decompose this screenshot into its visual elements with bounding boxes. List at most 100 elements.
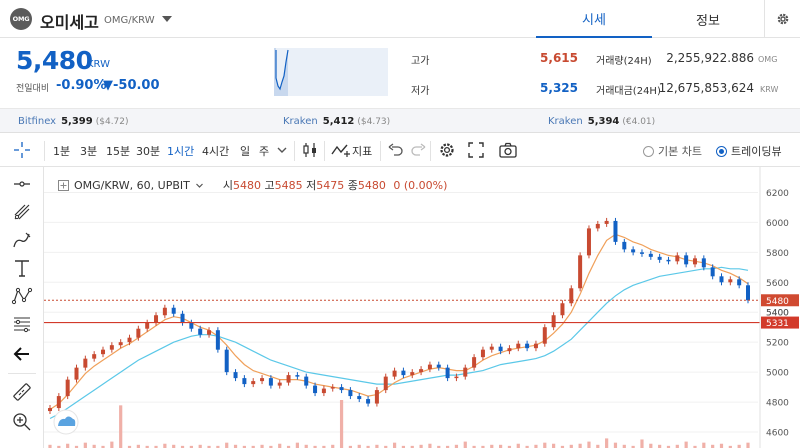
volume-bar [136,444,140,448]
price-tick-label: 5400 [766,309,789,319]
fullscreen-icon[interactable] [466,140,486,160]
tab-quote[interactable]: 시세 [536,0,652,38]
camera-icon[interactable] [498,140,518,160]
interval-1m[interactable]: 1분 [53,145,71,158]
candle-body [463,367,468,377]
chevron-down-icon[interactable] [195,181,204,190]
candle-body [445,367,450,379]
legend-low-label: 저 [306,179,317,192]
candle-body [330,387,335,389]
fibonacci-icon[interactable] [11,313,33,335]
volume-bar [313,445,317,448]
coin-dropdown-icon[interactable] [160,13,174,25]
toolbar-divider [44,141,45,161]
chart-type-label: 트레이딩뷰 [731,145,782,158]
candle-body [516,343,521,349]
candle-body [666,259,671,262]
price-tick-label: 6200 [766,189,789,199]
volume-bar [472,445,476,448]
candle-body [454,376,459,379]
settings-button[interactable] [764,0,800,38]
crosshair-icon[interactable] [12,140,32,160]
legend-symbol[interactable]: OMG/KRW, 60, UPBIT [74,178,190,192]
interval-30m[interactable]: 30분 [136,145,161,158]
chart-type-basic[interactable]: 기본 차트 [643,143,702,159]
candle-body [613,220,618,242]
volume-bar [216,445,220,448]
candle-body [533,343,538,349]
volume-bar [92,444,96,448]
interval-4h[interactable]: 4시간 [202,145,230,158]
chart-type-tradingview[interactable]: 트레이딩뷰 [716,143,782,159]
indicators-button[interactable]: 지표 [352,145,373,158]
volume-bar [419,444,423,448]
price-tick-label: 5200 [766,339,789,349]
exchange-name: Kraken [283,116,318,127]
volume-bar [357,444,361,448]
legend-high-label: 고 [264,179,275,192]
indicator-icon[interactable] [330,140,350,160]
current-price-tag: 5480 [766,297,789,307]
candle-body [321,388,326,394]
amount-value: 12,675,853,624 [658,81,754,95]
brush-icon[interactable] [11,229,33,251]
exchange-prices: Bitfinex 5,399 ($4.72) Kraken 5,412 ($4.73) … [0,108,800,133]
candle-body [604,220,609,224]
collapse-legend-icon[interactable] [58,179,69,191]
volume-bar [384,445,388,448]
volume-bar [702,442,706,448]
pattern-icon[interactable] [11,285,33,307]
chart-settings-icon[interactable] [437,140,457,160]
candle-body [569,288,574,304]
volume-bar [57,445,61,448]
text-tool-icon[interactable] [11,257,33,279]
tab-info[interactable]: 정보 [696,13,720,29]
candle-body [48,408,52,412]
amount-label: 거래대금(24H) [596,86,661,97]
trend-line-icon[interactable] [11,173,33,195]
tools-divider [8,373,36,374]
price-tag-secondary: 5400 [766,309,789,319]
candle-body [304,376,309,386]
exchange-name: Bitfinex [18,116,57,127]
volume-bar [631,445,635,448]
interval-3m[interactable]: 3분 [80,145,98,158]
candle-body [542,327,547,344]
change-amount: ▼-50.00 [103,78,160,93]
volume-bar [233,444,238,448]
coin-pair: OMG/KRW [104,15,155,26]
interval-15m[interactable]: 15분 [106,145,131,158]
candle-body [578,255,583,289]
volume-bar [269,445,273,448]
candle-body [436,364,441,368]
interval-1h[interactable]: 1시간 [167,145,195,158]
volume-bar [198,444,202,448]
volume-bar [401,445,406,448]
candle-body [339,387,344,391]
arrow-left-icon[interactable] [11,343,33,365]
chart-toolbar: 1분 3분 15분 30분 1시간 4시간 일 주 지표 [0,134,800,167]
pitchfork-icon[interactable] [11,201,33,223]
candle-body [719,276,724,283]
volume-bar [119,405,123,448]
interval-week[interactable]: 주 [259,145,270,158]
price-chart[interactable]: 6200 6000 5800 5600 5400 5200 5000 4800 4600 5480… [44,167,800,448]
zoom-in-icon[interactable] [11,411,33,433]
chart-canvas[interactable]: 6200 6000 5800 5600 5400 5200 5000 4800 4600 5480… [44,167,800,448]
ruler-icon[interactable] [11,381,33,403]
interval-dropdown-icon[interactable] [276,144,288,156]
candle-body [710,267,715,277]
price-tick-label: 5000 [766,369,789,379]
line-price-tag-bg [761,316,799,329]
volume-bar [74,445,79,448]
undo-icon[interactable] [386,140,406,160]
candle-body [313,385,318,394]
candle-body [392,370,397,377]
price-tick-label: 4600 [766,429,789,439]
candle-body [648,253,653,257]
candle-type-icon[interactable] [300,140,320,160]
volume-bar [578,443,582,448]
candle-body [189,322,194,329]
interval-day[interactable]: 일 [240,145,251,158]
redo-icon[interactable] [408,140,428,160]
